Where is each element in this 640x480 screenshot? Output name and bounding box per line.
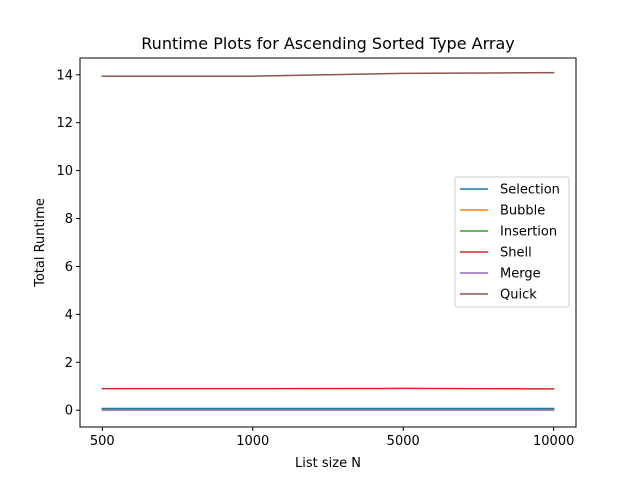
x-axis: 500 1000 5000 10000: [90, 427, 574, 449]
plot-lines: [101, 71, 555, 411]
legend-label-merge: Merge: [500, 267, 541, 282]
x-tick-label: 500: [90, 434, 115, 449]
y-tick-label: 0: [65, 404, 73, 419]
y-axis-label: Total Runtime: [33, 198, 48, 288]
chart-title: Runtime Plots for Ascending Sorted Type …: [141, 34, 514, 53]
y-tick-label: 14: [56, 68, 73, 83]
legend-label-insertion: Insertion: [500, 225, 557, 240]
legend-label-bubble: Bubble: [500, 204, 545, 219]
y-axis: 0 2 4 6 8 10 12 14: [56, 68, 80, 419]
plot-frame: [79, 57, 577, 428]
legend-label-quick: Quick: [500, 288, 537, 303]
legend-label-selection: Selection: [500, 183, 560, 198]
x-tick-label: 5000: [387, 434, 420, 449]
y-tick-label: 6: [65, 260, 73, 275]
y-tick-label: 12: [56, 116, 73, 131]
series-line-quick: [101, 71, 555, 77]
x-tick-label: 10000: [533, 434, 574, 449]
x-axis-label: List size N: [295, 456, 361, 471]
legend-label-shell: Shell: [500, 246, 532, 261]
y-tick-label: 8: [65, 212, 73, 227]
y-tick-label: 2: [65, 356, 73, 371]
y-tick-label: 4: [65, 308, 73, 323]
legend: Selection Bubble Insertion Shell Merge Quick: [454, 176, 570, 308]
x-tick-label: 1000: [236, 434, 269, 449]
y-tick-label: 10: [56, 164, 73, 179]
